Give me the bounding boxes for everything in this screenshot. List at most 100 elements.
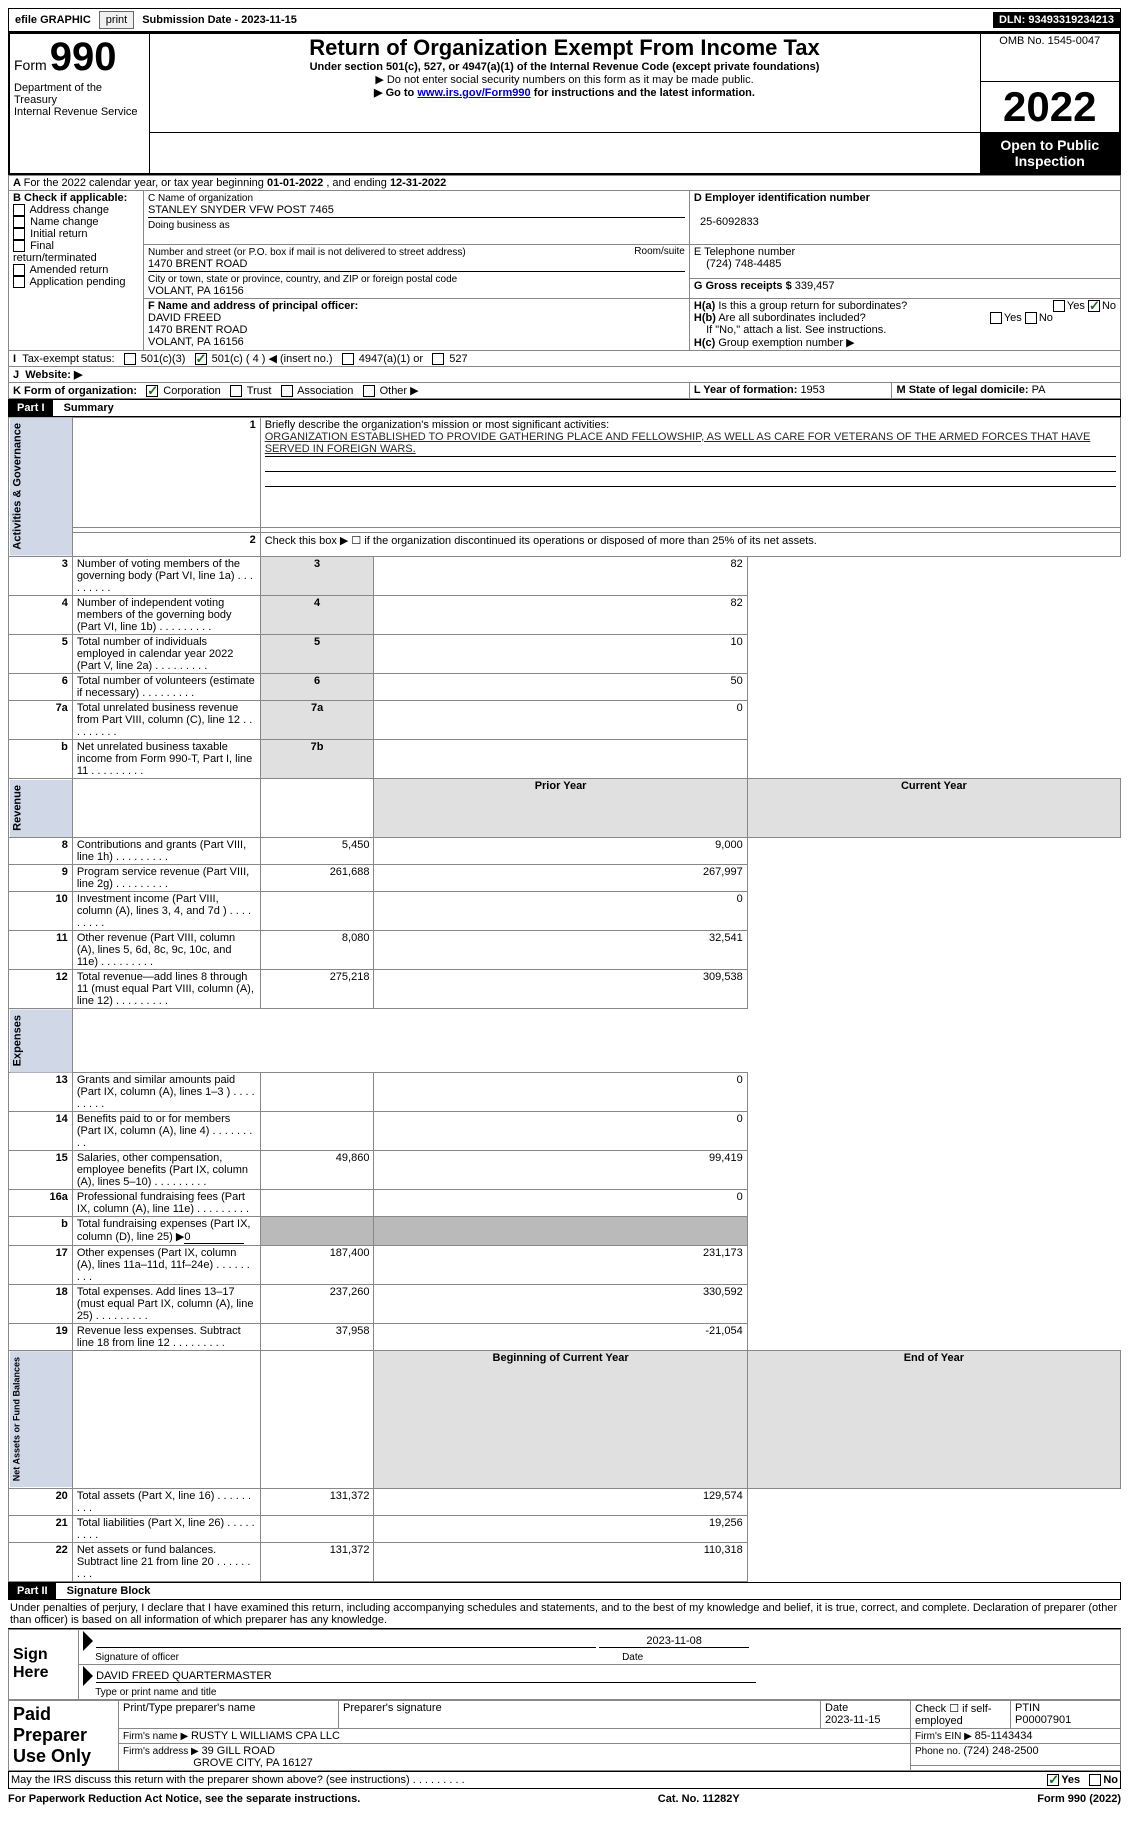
discuss-no-checkbox[interactable] [1089,1774,1101,1786]
dln-label: DLN: 93493319234213 [993,12,1120,28]
irs-link[interactable]: www.irs.gov/Form990 [417,87,530,99]
sig-date: 2023-11-08 [599,1635,749,1648]
submission-date-label: Submission Date - 2023-11-15 [136,12,303,28]
officer-print-name: DAVID FREED QUARTERMASTER [96,1670,756,1683]
prep-sig-label: Preparer's signature [339,1700,821,1728]
m-label: M State of legal domicile: [896,384,1031,396]
k-assoc-checkbox[interactable] [281,385,293,397]
table-row: 21 Total liabilities (Part X, line 26) 1… [9,1515,1121,1542]
i-4947-checkbox[interactable] [342,353,354,365]
final-return-checkbox[interactable] [13,240,25,252]
boy-header: Beginning of Current Year [374,1351,747,1488]
table-row: 7a Total unrelated business revenue from… [9,701,1121,740]
firm-addr2: GROVE CITY, PA 16127 [193,1757,312,1769]
hb-label: Are all subordinates included? [718,312,865,324]
firm-name: RUSTY L WILLIAMS CPA LLC [191,1730,340,1742]
init-return-checkbox[interactable] [13,228,25,240]
current-year-header: Current Year [747,779,1120,838]
ha-label: Is this a group return for subordinates? [718,300,907,312]
city-label: City or town, state or province, country… [148,274,457,285]
footer-right: Form 990 (2022) [1037,1793,1121,1805]
ha-no-checkbox[interactable] [1088,300,1100,312]
table-row: 6 Total number of volunteers (estimate i… [9,674,1121,701]
top-bar: efile GRAPHIC print Submission Date - 20… [8,8,1121,32]
page-footer: For Paperwork Reduction Act Notice, see … [8,1793,1121,1805]
officer-addr2: VOLANT, PA 16156 [148,336,244,348]
paid-preparer-label: Paid Preparer Use Only [9,1700,119,1770]
e-label: E Telephone number [694,246,795,258]
k-corp-checkbox[interactable] [146,385,158,397]
app-pending-checkbox[interactable] [13,276,25,288]
cal-year-mid: , and ending [326,177,390,189]
table-row: 14 Benefits paid to or for members (Part… [9,1112,1121,1151]
open-inspection: Open to Public Inspection [980,132,1120,174]
d-label: D Employer identification number [694,192,870,204]
tax-end: 12-31-2022 [390,177,446,189]
expenses-section-label: Expenses [9,1009,73,1073]
state-domicile: PA [1032,384,1046,396]
self-emp-label: Check ☐ if self-employed [911,1700,1011,1728]
table-row: 16a Professional fundraising fees (Part … [9,1190,1121,1217]
g-label: G Gross receipts $ [694,280,795,292]
omb-label: OMB No. 1545-0047 [980,33,1120,81]
part-ii-tag: Part II [9,1583,56,1599]
addr-label: Number and street (or P.O. box if mail i… [148,247,466,258]
k-trust-checkbox[interactable] [230,385,242,397]
ha-yes-checkbox[interactable] [1053,300,1065,312]
dept-label: Department of the Treasury [14,82,145,106]
table-row: b Net unrelated business taxable income … [9,740,1121,779]
table-row: 8 Contributions and grants (Part VIII, l… [9,838,1121,865]
table-row: 4 Number of independent voting members o… [9,596,1121,635]
prior-year-header: Prior Year [374,779,747,838]
addr-change-checkbox[interactable] [13,204,25,216]
dba-label: Doing business as [148,220,230,231]
declaration-text: Under penalties of perjury, I declare th… [8,1600,1121,1629]
officer-addr1: 1470 BRENT ROAD [148,324,247,336]
print-button[interactable]: print [99,11,134,29]
hb-yes-checkbox[interactable] [990,312,1002,324]
j-label: Website: ▶ [25,369,82,381]
ein: 25-6092833 [700,216,759,228]
city-value: VOLANT, PA 16156 [148,285,244,297]
table-row: 12 Total revenue—add lines 8 through 11 … [9,970,1121,1009]
amended-label: Amended return [29,264,108,276]
prep-name-label: Print/Type preparer's name [119,1700,339,1728]
preparer-table: Paid Preparer Use Only Print/Type prepar… [8,1700,1121,1771]
table-row: 18 Total expenses. Add lines 13–17 (must… [9,1285,1121,1324]
signature-table: Sign Here 2023-11-08 Signature of office… [8,1629,1121,1700]
part-ii-title: Signature Block [59,1585,151,1597]
a-label: A [13,177,24,189]
phone: (724) 748-4485 [706,258,781,270]
table-row: 13 Grants and similar amounts paid (Part… [9,1073,1121,1112]
sig-corner-icon-2 [83,1666,93,1686]
table-row: 11 Other revenue (Part VIII, column (A),… [9,931,1121,970]
i-527-checkbox[interactable] [432,353,444,365]
firm-phone: (724) 248-2500 [963,1745,1038,1757]
final-return-label: Final return/terminated [13,240,97,264]
i-label: Tax-exempt status: [22,353,114,365]
c-label: C Name of organization [148,193,253,204]
org-name: STANLEY SNYDER VFW POST 7465 [148,204,334,216]
i-501c3-checkbox[interactable] [124,353,136,365]
ptin: P00007901 [1015,1714,1071,1726]
street-addr: 1470 BRENT ROAD [148,258,247,270]
irs-label: Internal Revenue Service [14,106,145,118]
table-row: 22 Net assets or fund balances. Subtract… [9,1542,1121,1581]
table-row: 19 Revenue less expenses. Subtract line … [9,1324,1121,1351]
sign-here-label: Sign Here [9,1629,79,1699]
discuss-label: May the IRS discuss this return with the… [11,1774,410,1786]
table-row: 20 Total assets (Part X, line 16) 131,37… [9,1488,1121,1515]
amended-checkbox[interactable] [13,264,25,276]
name-change-checkbox[interactable] [13,216,25,228]
i-501c-checkbox[interactable] [195,353,207,365]
init-return-label: Initial return [30,228,87,240]
h-note: If "No," attach a list. See instructions… [706,324,886,336]
ssn-warning: Do not enter social security numbers on … [154,73,976,86]
discuss-yes-checkbox[interactable] [1047,1774,1059,1786]
table-row: 3 Number of voting members of the govern… [9,557,1121,596]
hb-no-checkbox[interactable] [1025,312,1037,324]
subtitle: Under section 501(c), 527, or 4947(a)(1)… [154,61,976,73]
k-other-checkbox[interactable] [363,385,375,397]
q1-label: Briefly describe the organization's miss… [265,419,609,431]
part-i-title: Summary [56,402,114,414]
